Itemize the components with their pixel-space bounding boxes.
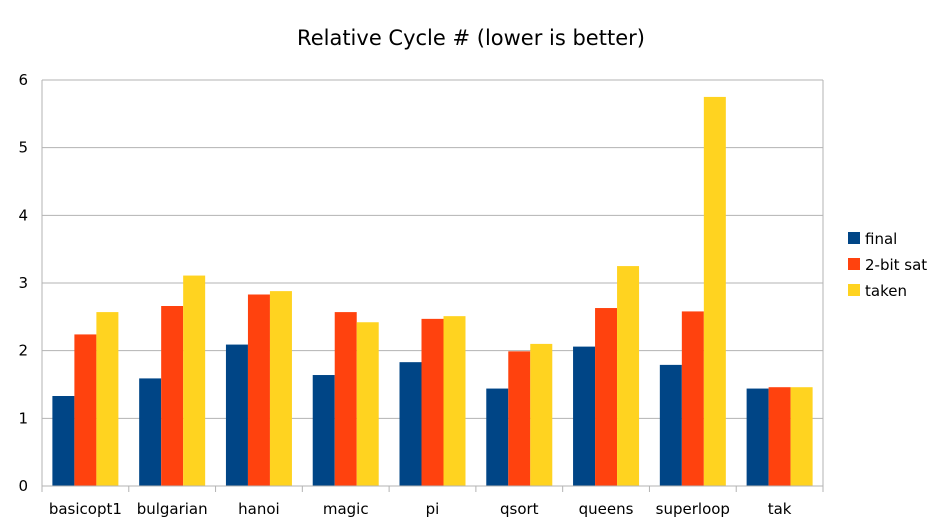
bar-2-bit-sat-qsort [508, 351, 531, 486]
bar-final-basicopt1 [52, 396, 75, 486]
bar-final-tak [746, 388, 769, 486]
bar-final-hanoi [225, 344, 248, 486]
bar-2-bit-sat-magic [334, 312, 357, 486]
bar-taken-pi [443, 316, 466, 486]
axes: 0 1 2 3 4 5 6 basicopt1 bulgarian hanoi magic pi qso… [18, 71, 824, 518]
bar-final-pi [399, 362, 422, 486]
legend-swatch [848, 258, 860, 270]
bar-final-superloop [659, 364, 682, 486]
x-tick-label: tak [768, 500, 792, 518]
bar-final-magic [312, 375, 335, 486]
bar-taken-tak [790, 387, 813, 486]
bar-taken-basicopt1 [96, 312, 119, 486]
y-tick-label: 1 [18, 409, 28, 427]
bar-2-bit-sat-tak [768, 387, 791, 486]
legend-label: final [865, 230, 897, 248]
y-tick-label: 0 [18, 477, 28, 495]
bar-2-bit-sat-bulgarian [161, 306, 184, 486]
bar-taken-bulgarian [183, 275, 206, 486]
bar-2-bit-sat-queens [595, 308, 618, 486]
legend-swatch [848, 232, 860, 244]
bar-taken-queens [617, 266, 640, 486]
bars [52, 96, 813, 487]
y-tick-label: 5 [18, 139, 28, 157]
bar-taken-hanoi [269, 291, 292, 486]
bar-2-bit-sat-hanoi [247, 294, 270, 486]
legend-swatch [848, 284, 860, 296]
y-tick-label: 4 [18, 206, 28, 224]
y-tick-label: 6 [18, 71, 28, 89]
x-tick-label: pi [426, 500, 440, 518]
x-tick-label: hanoi [238, 500, 280, 518]
x-tick-label: qsort [500, 500, 539, 518]
chart-title: Relative Cycle # (lower is better) [297, 26, 645, 50]
bar-final-queens [573, 346, 596, 486]
bar-taken-qsort [530, 343, 553, 486]
legend-label: 2-bit sat [865, 256, 927, 274]
x-tick-label: basicopt1 [49, 500, 122, 518]
bar-2-bit-sat-superloop [681, 311, 704, 486]
x-tick-label: queens [579, 500, 634, 518]
bar-2-bit-sat-basicopt1 [74, 334, 97, 486]
legend: final 2-bit sat taken [848, 230, 927, 300]
y-tick-label: 2 [18, 342, 28, 360]
bar-taken-superloop [703, 96, 726, 487]
x-tick-label: bulgarian [137, 500, 208, 518]
y-tick-label: 3 [18, 274, 28, 292]
x-tick-label: superloop [656, 500, 730, 518]
bar-final-qsort [486, 388, 509, 486]
legend-label: taken [865, 282, 907, 300]
bar-final-bulgarian [139, 378, 162, 486]
bar-taken-magic [356, 322, 379, 486]
x-tick-label: magic [323, 500, 369, 518]
bar-2-bit-sat-pi [421, 318, 444, 486]
